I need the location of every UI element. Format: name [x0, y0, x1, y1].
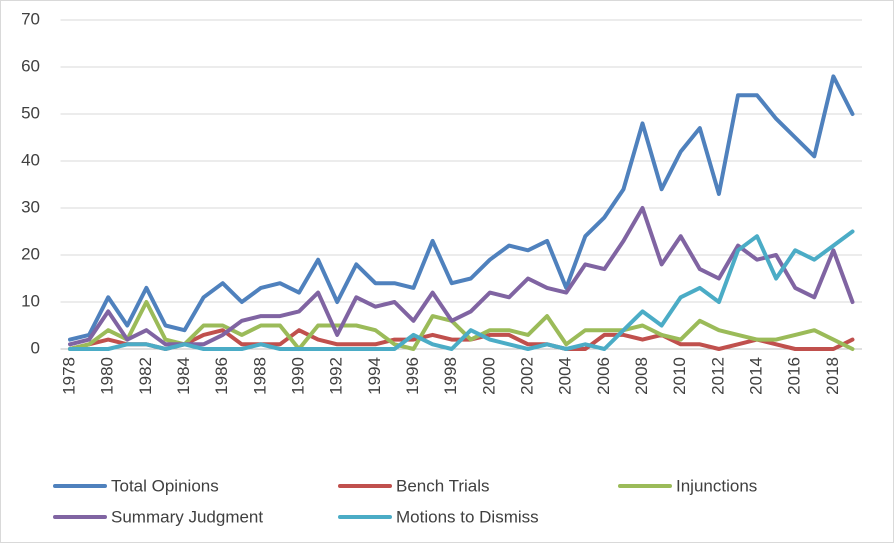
y-tick-label: 30 [21, 197, 40, 216]
x-tick-label: 1998 [441, 357, 460, 395]
y-tick-label: 50 [21, 103, 40, 122]
x-tick-label: 2006 [594, 357, 613, 395]
y-tick-label: 60 [21, 56, 40, 75]
y-tick-label: 70 [21, 9, 40, 28]
x-tick-label: 2016 [785, 357, 804, 395]
x-tick-label: 1984 [174, 357, 193, 395]
series-line [68, 74, 855, 342]
x-tick-label: 2010 [670, 357, 689, 395]
y-tick-label: 40 [21, 150, 40, 169]
legend-label: Motions to Dismiss [396, 507, 539, 526]
x-tick-label: 1992 [327, 357, 346, 395]
x-tick-label: 2018 [823, 357, 842, 395]
x-tick-label: 1990 [289, 357, 308, 395]
series-line [68, 229, 855, 351]
y-tick-label: 0 [31, 338, 40, 357]
series-line [68, 206, 855, 347]
x-tick-label: 2000 [479, 357, 498, 395]
y-tick-label: 20 [21, 244, 40, 263]
legend-label: Injunctions [676, 476, 757, 495]
x-tick-label: 2008 [632, 357, 651, 395]
x-tick-label: 1980 [98, 357, 117, 395]
x-tick-label: 1986 [212, 357, 231, 395]
y-tick-label: 10 [21, 291, 40, 310]
x-tick-label: 1988 [250, 357, 269, 395]
x-tick-label: 2002 [518, 357, 537, 395]
legend-label: Bench Trials [396, 476, 490, 495]
x-tick-label: 1982 [136, 357, 155, 395]
x-tick-label: 1978 [60, 357, 79, 395]
legend-label: Total Opinions [111, 476, 219, 495]
x-tick-label: 1994 [365, 357, 384, 395]
x-tick-label: 1996 [403, 357, 422, 395]
series-line [68, 300, 855, 351]
x-tick-label: 2014 [747, 357, 766, 395]
x-tick-label: 2012 [708, 357, 727, 395]
x-tick-label: 2004 [556, 357, 575, 395]
legend-label: Summary Judgment [111, 507, 263, 526]
